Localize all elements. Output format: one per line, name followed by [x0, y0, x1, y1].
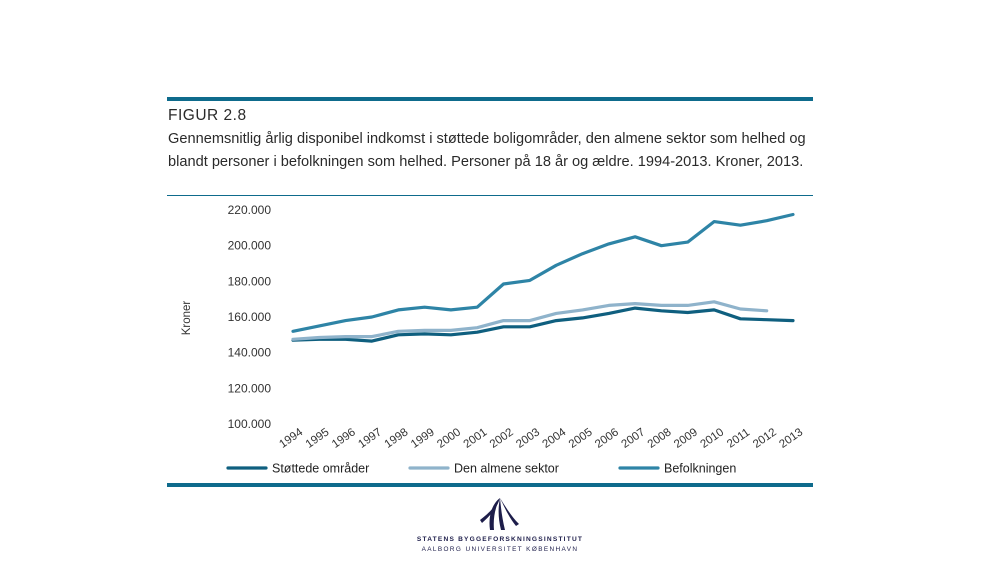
x-tick-label: 1997	[356, 426, 384, 451]
y-tick-label: 120.000	[228, 381, 272, 395]
institute-logo	[480, 498, 519, 530]
y-tick-label: 180.000	[228, 274, 272, 288]
y-tick-label: 160.000	[228, 310, 272, 324]
x-tick-label: 2002	[488, 426, 516, 451]
x-tick-label: 2010	[698, 426, 726, 451]
x-tick-label: 2004	[541, 426, 569, 451]
legend-label-2: Den almene sektor	[454, 462, 559, 476]
y-tick-label: 140.000	[228, 346, 272, 360]
x-tick-label: 2007	[619, 426, 647, 451]
y-tick-label: 100.000	[228, 417, 272, 431]
x-tick-label: 2000	[435, 426, 463, 451]
y-axis-label: Kroner	[181, 301, 193, 336]
top-rule	[167, 97, 813, 101]
x-tick-label: 2009	[672, 426, 700, 451]
caption-divider	[167, 195, 813, 196]
x-tick-label: 2012	[751, 426, 779, 451]
x-tick-label: 1994	[277, 426, 305, 451]
x-tick-label: 2008	[646, 426, 674, 451]
x-tick-label: 1995	[304, 426, 332, 451]
x-tick-label: 2006	[593, 426, 621, 451]
x-tick-label: 2003	[514, 426, 542, 451]
x-tick-label: 2011	[725, 427, 752, 451]
institute-name: STATENS BYGGEFORSKNINGSINSTITUT	[416, 536, 584, 543]
x-tick-label: 1996	[330, 426, 358, 451]
figure-label: FIGUR 2.8	[168, 107, 247, 124]
figure-caption: Gennemsnitlig årlig disponibel indkomst …	[168, 131, 806, 170]
series-line-3	[291, 212, 795, 333]
x-tick-label: 2001	[462, 426, 490, 451]
x-tick-label: 1999	[409, 426, 437, 451]
institute-subtitle: AALBORG UNIVERSITET KØBENHAVN	[421, 546, 579, 553]
legend-label-1: Støttede områder	[272, 462, 369, 476]
x-tick-label: 2013	[777, 426, 805, 451]
legend-label-3: Befolkningen	[664, 462, 736, 476]
x-tick-label: 2005	[567, 426, 595, 451]
y-tick-label: 220.000	[228, 203, 272, 217]
series-line-2	[291, 300, 769, 341]
series-line-1	[291, 306, 795, 343]
bottom-rule	[167, 483, 813, 487]
x-tick-label: 1998	[383, 426, 411, 451]
y-tick-label: 200.000	[228, 239, 272, 253]
